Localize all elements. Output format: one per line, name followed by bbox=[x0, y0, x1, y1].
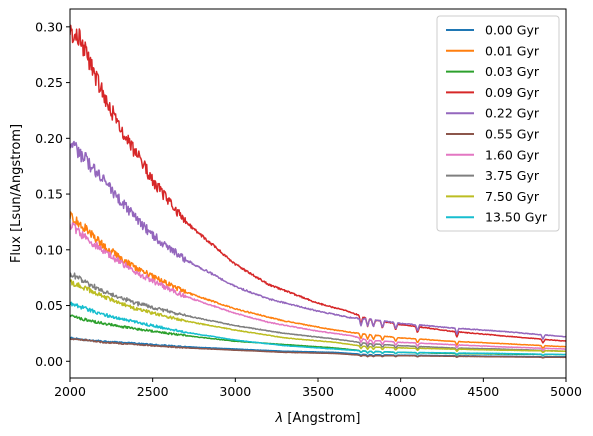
y-tick-label: 0.30 bbox=[35, 19, 63, 34]
legend-label: 0.01 Gyr bbox=[485, 43, 540, 58]
y-tick-label: 0.00 bbox=[35, 354, 63, 369]
series-layer bbox=[70, 24, 566, 359]
x-tick-label: 2500 bbox=[137, 384, 169, 399]
series-line bbox=[70, 222, 566, 352]
series-line bbox=[70, 338, 566, 359]
x-axis: 2000 2500 3000 3500 4000 4500 5000 bbox=[54, 378, 582, 399]
series-line bbox=[70, 272, 566, 354]
series-line bbox=[70, 140, 566, 340]
y-tick-label: 0.25 bbox=[35, 75, 63, 90]
x-axis-label-symbol: λ bbox=[275, 411, 284, 426]
legend: 0.00 Gyr 0.01 Gyr 0.03 Gyr 0.09 Gyr 0.22 Gyr… bbox=[436, 15, 560, 232]
x-tick-label: 4000 bbox=[385, 384, 417, 399]
x-tick-label: 4500 bbox=[467, 384, 499, 399]
legend-box bbox=[436, 15, 560, 232]
y-tick-label: 0.05 bbox=[35, 298, 63, 313]
x-tick-label: 5000 bbox=[550, 384, 582, 399]
legend-label: 1.60 Gyr bbox=[485, 147, 540, 162]
x-tick-label: 3500 bbox=[302, 384, 334, 399]
y-axis-label: Flux [Lsun/Angstrom] bbox=[9, 124, 24, 263]
x-axis-label-unit: [Angstrom] bbox=[283, 411, 360, 426]
x-tick-label: 3000 bbox=[219, 384, 251, 399]
y-tick-label: 0.10 bbox=[35, 242, 63, 257]
series-line bbox=[70, 301, 566, 357]
x-axis-label: λ [Angstrom] bbox=[275, 411, 361, 426]
series-line bbox=[70, 24, 566, 344]
legend-label: 0.22 Gyr bbox=[485, 106, 540, 121]
legend-label: 0.03 Gyr bbox=[485, 64, 540, 79]
y-tick-label: 0.15 bbox=[35, 187, 63, 202]
y-tick-label: 0.20 bbox=[35, 131, 63, 146]
legend-label: 13.50 Gyr bbox=[485, 210, 548, 225]
x-tick-label: 2000 bbox=[54, 384, 86, 399]
legend-label: 0.00 Gyr bbox=[485, 23, 540, 38]
legend-label: 3.75 Gyr bbox=[485, 168, 540, 183]
y-axis: 0.00 0.05 0.10 0.15 0.20 0.25 0.30 bbox=[35, 19, 70, 369]
legend-label: 0.55 Gyr bbox=[485, 127, 540, 142]
series-line bbox=[70, 279, 566, 354]
legend-label: 7.50 Gyr bbox=[485, 189, 540, 204]
legend-label: 0.09 Gyr bbox=[485, 85, 540, 100]
